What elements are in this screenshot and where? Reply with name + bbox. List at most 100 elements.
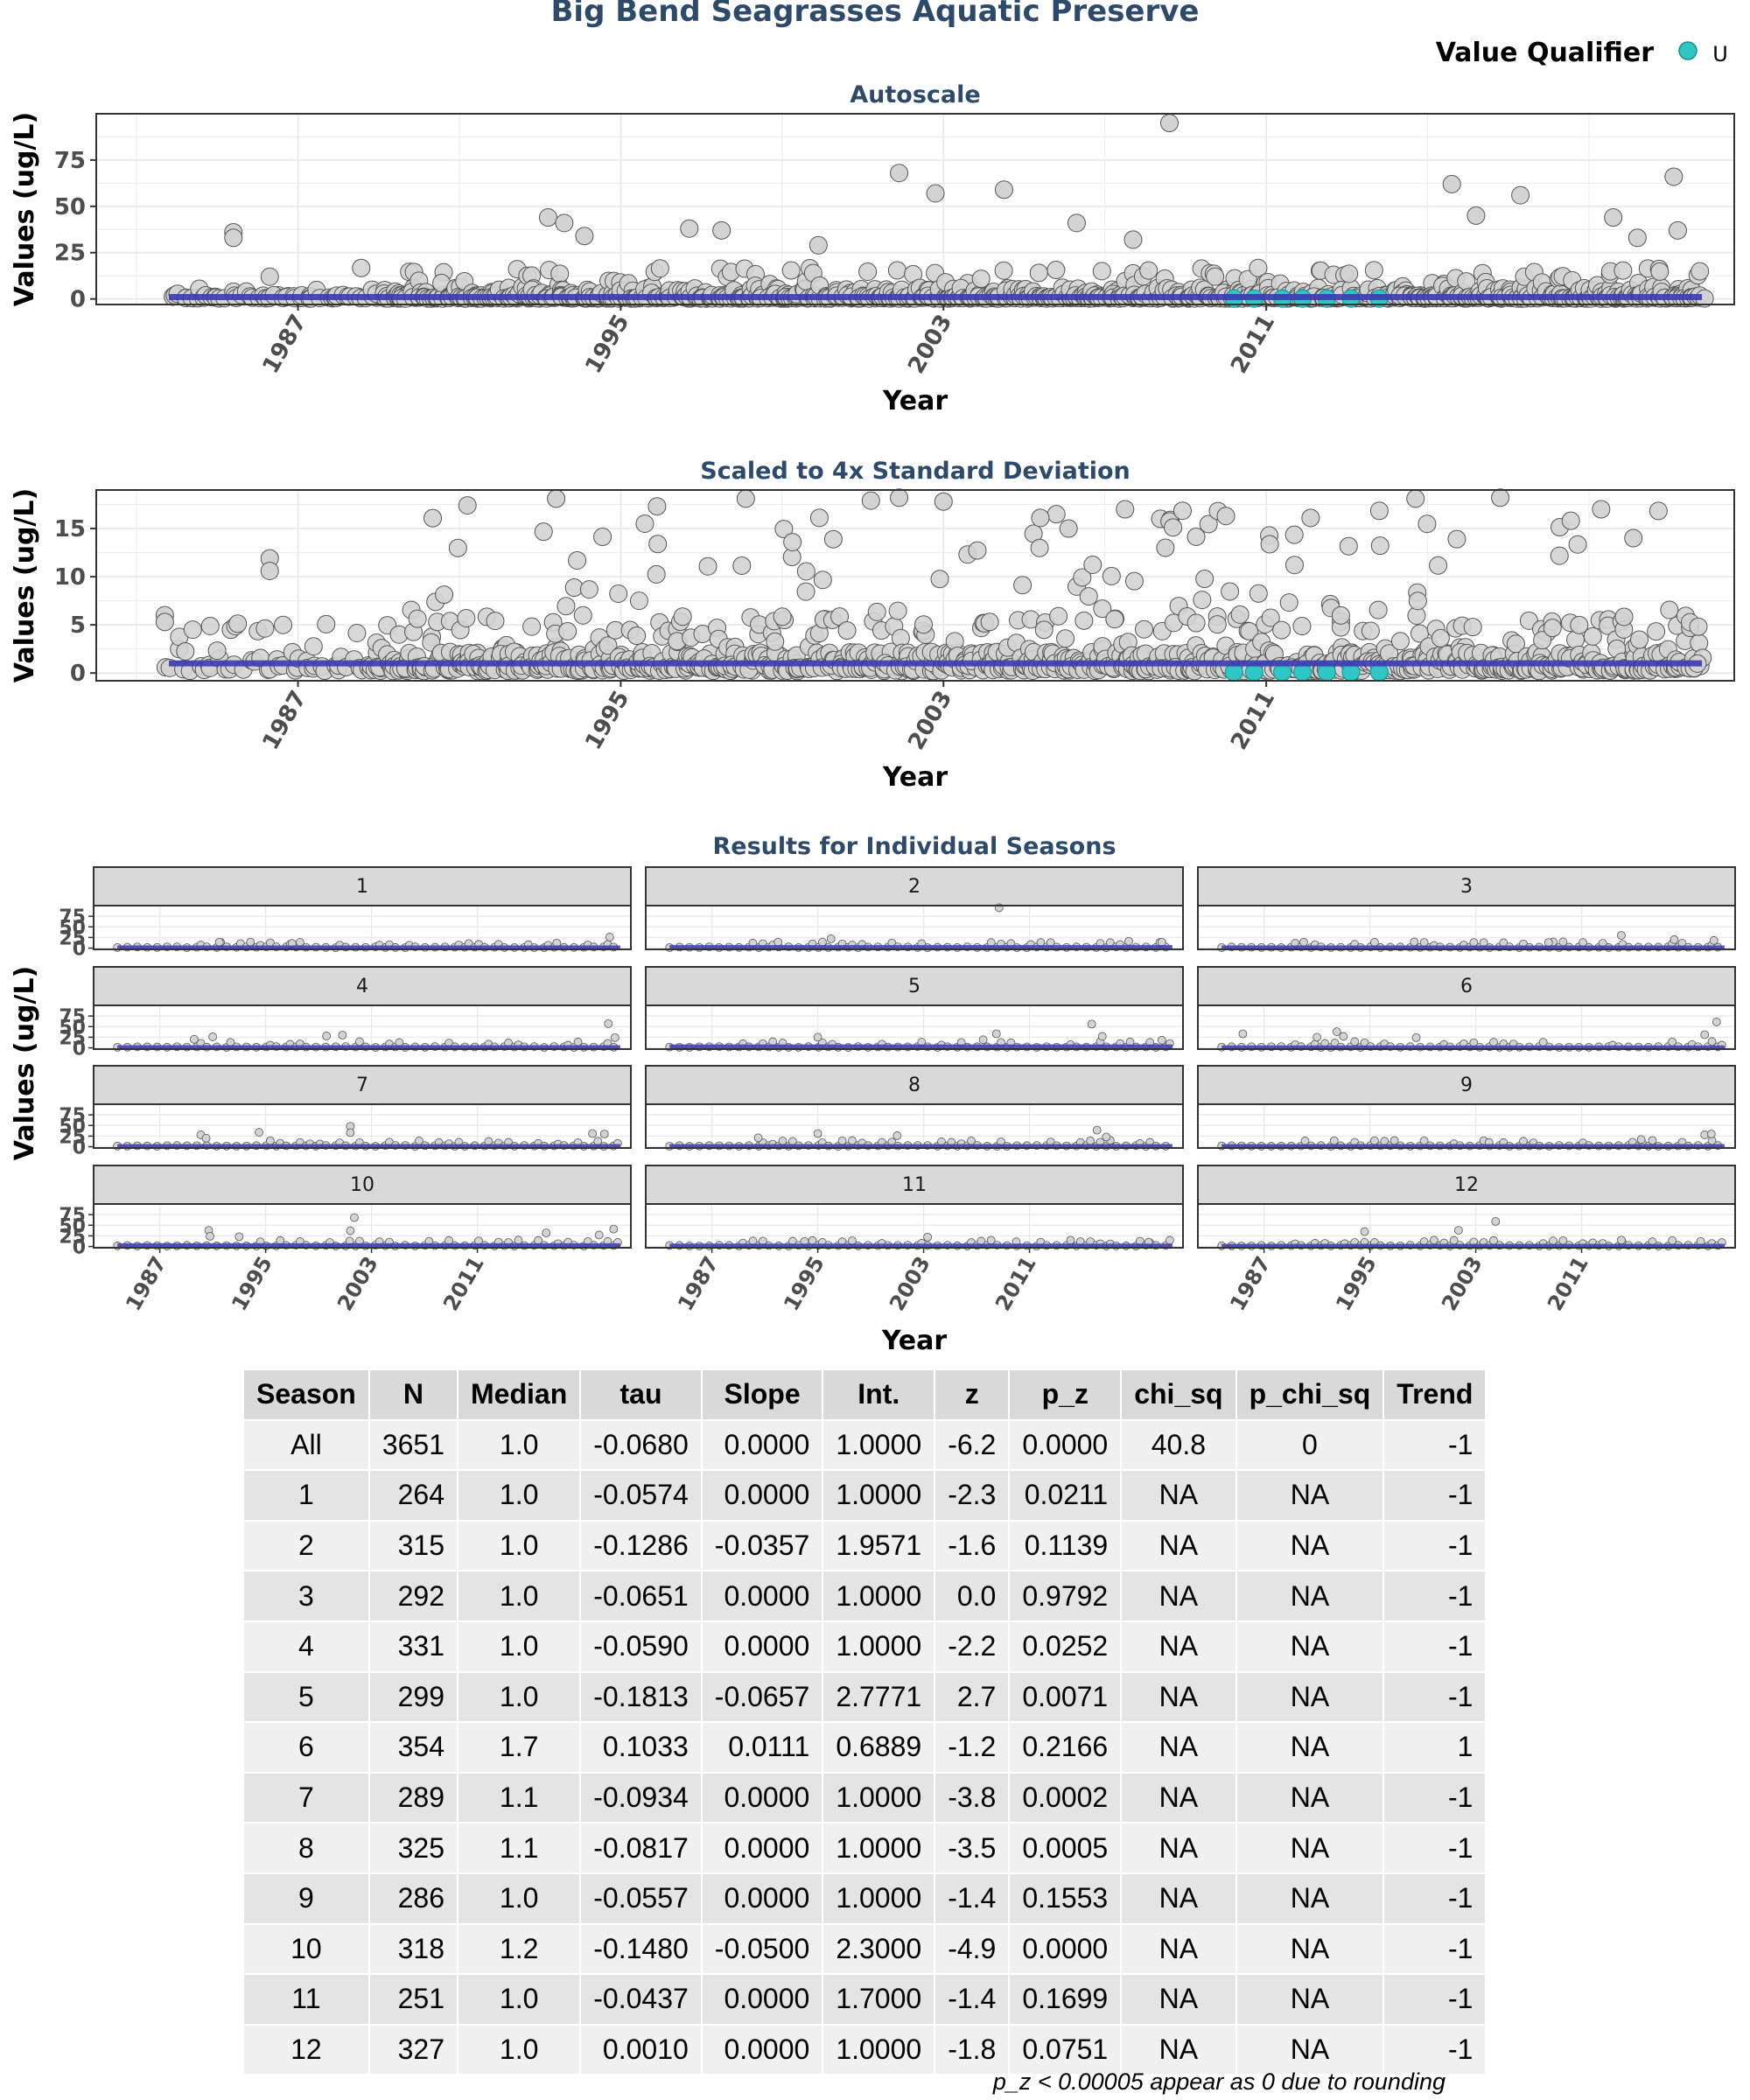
data-point [176, 641, 195, 661]
table-cell: 1.0 [457, 1620, 582, 1673]
table-cell: -0.0934 [579, 1771, 703, 1824]
table-cell: 292 [368, 1570, 459, 1622]
data-point [1156, 538, 1175, 557]
x-tick-label: 2003 [885, 1252, 935, 1315]
x-axis-title: Year [881, 1326, 948, 1352]
data-point [753, 1133, 763, 1143]
data-point [424, 508, 443, 528]
data-point [635, 514, 654, 533]
data-point [214, 937, 224, 947]
data-point [1390, 632, 1410, 651]
table-cell: 1.1 [457, 1822, 582, 1874]
data-point [346, 1128, 355, 1138]
data-point [1164, 518, 1183, 537]
table-cell: NA [1120, 1670, 1237, 1724]
data-point [1660, 600, 1679, 620]
x-tick-label: 2011 [1226, 311, 1280, 379]
table-cell: NA [1120, 1822, 1237, 1874]
table-cell: NA [1120, 1721, 1237, 1774]
data-point [1102, 1132, 1111, 1142]
data-point [1408, 592, 1427, 611]
facet-season-12: 12 1987 1995 2003 2011 [1197, 1165, 1736, 1315]
data-point [486, 612, 505, 631]
data-point [547, 489, 566, 508]
data-point [207, 641, 227, 661]
table-cell: -1 [1382, 1771, 1488, 1824]
data-point [274, 615, 293, 634]
table-row: 3 292 1.0 -0.0651 0.0000 1.0000 0.0 0.9792 NA NA -… [242, 1570, 1488, 1622]
table-cell: 318 [368, 1922, 459, 1976]
table-cell: 9 [242, 1872, 370, 1925]
table-cell: NA [1235, 1519, 1385, 1572]
column-header: Slope [700, 1368, 824, 1421]
data-point [890, 164, 909, 183]
legend-label: U [1712, 42, 1728, 66]
table-cell: NA [1120, 1771, 1237, 1824]
table-cell: NA [1120, 1922, 1237, 1976]
data-point [712, 220, 732, 240]
table-row: 12 327 1.0 0.0010 0.0000 1.0000 -1.8 0.0751 NA NA… [242, 2023, 1488, 2076]
table-cell: NA [1120, 1620, 1237, 1673]
y-tick-label: 75 [54, 148, 86, 174]
data-point [892, 1131, 902, 1140]
y-tick-label: 10 [54, 564, 86, 591]
x-tick-label: 1987 [121, 1252, 172, 1315]
x-tick-label: 1995 [227, 1252, 277, 1315]
data-point [978, 1035, 988, 1045]
data-point [1292, 617, 1312, 636]
table-cell: -0.0680 [579, 1418, 703, 1472]
data-point [1361, 621, 1380, 640]
data-point [826, 934, 836, 943]
panel-title: Autoscale [850, 81, 980, 108]
table-cell: -1.6 [934, 1519, 1011, 1572]
table-row: 1 264 1.0 -0.0574 0.0000 1.0000 -2.3 0.0211 NA NA… [242, 1469, 1488, 1522]
table-cell: -3.8 [934, 1771, 1011, 1824]
data-point [1650, 262, 1670, 281]
column-header: p_z [1008, 1368, 1123, 1421]
data-point [1056, 629, 1075, 648]
data-point [1092, 1125, 1102, 1135]
table-cell: 1.0 [457, 1570, 582, 1622]
figure-canvas: Big Bend Seagrasses Aquatic Preserve Val… [10, 0, 1736, 1352]
table-cell: 0.1553 [1008, 1872, 1123, 1925]
table-cell: 0.0000 [700, 1973, 824, 2026]
data-point [1272, 620, 1292, 640]
data-point [1031, 508, 1050, 528]
data-point [317, 614, 336, 634]
data-point [457, 608, 476, 627]
table-cell: -2.2 [934, 1620, 1011, 1673]
data-point [1074, 611, 1094, 630]
data-point [1700, 1030, 1710, 1040]
table-cell: 3 [242, 1570, 370, 1622]
data-point [1059, 519, 1078, 538]
facet-strip-label: 9 [1460, 1074, 1473, 1096]
data-point [1511, 186, 1530, 205]
table-cell: 0.0002 [1008, 1771, 1123, 1824]
data-point [304, 637, 323, 656]
data-point [1418, 514, 1437, 534]
data-point [1332, 1027, 1341, 1036]
data-point [1712, 1018, 1721, 1026]
table-cell: 0.0111 [700, 1721, 824, 1774]
data-point [1350, 1037, 1360, 1046]
table-row: 10 318 1.2 -0.1480 -0.0500 2.3000 -4.9 0.0000 NA… [242, 1922, 1488, 1976]
data-point [813, 1129, 822, 1138]
data-point [887, 261, 906, 280]
table-cell: 0.1139 [1008, 1519, 1123, 1572]
x-tick-label: 1995 [580, 687, 634, 755]
data-point [1368, 600, 1388, 620]
data-point [1370, 536, 1390, 556]
data-point [1238, 1029, 1248, 1039]
data-point [647, 564, 666, 584]
data-point [224, 228, 243, 248]
facet-strip-label: 7 [356, 1074, 368, 1096]
data-point [1172, 501, 1192, 521]
data-point [1157, 937, 1166, 947]
data-point [1668, 220, 1687, 240]
data-point [1670, 934, 1679, 944]
table-cell: 0.0000 [700, 2023, 824, 2076]
data-point [604, 1018, 613, 1028]
x-tick-label: 1987 [257, 311, 312, 379]
